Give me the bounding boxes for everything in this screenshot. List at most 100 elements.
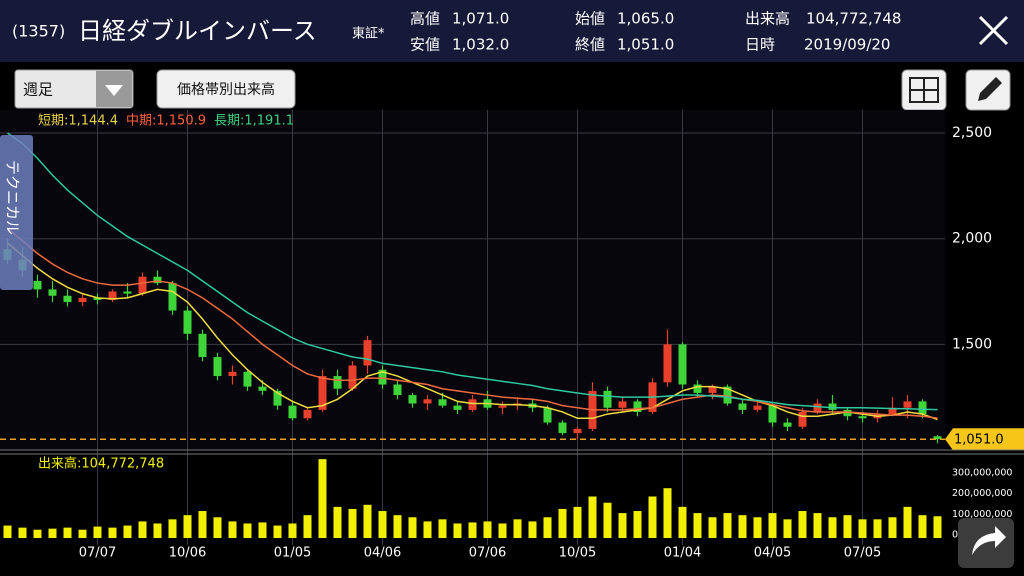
- candle-body: [693, 384, 702, 393]
- stat-label: 終値: [575, 36, 605, 54]
- market: 東証*: [352, 26, 385, 42]
- candle-body: [93, 297, 102, 300]
- candle-body: [228, 371, 237, 377]
- volume-bar: [813, 513, 822, 538]
- candle-body: [888, 407, 897, 415]
- candle-body: [453, 405, 462, 410]
- candle-body: [738, 403, 747, 410]
- x-tick-label: 01/04: [664, 546, 701, 561]
- stat-value: 1,051.0: [617, 36, 674, 54]
- x-tick-label: 07/07: [79, 546, 116, 561]
- x-tick-label: 07/06: [469, 546, 506, 561]
- stat-label: 出来高: [745, 10, 790, 28]
- candle-body: [858, 416, 867, 419]
- volume-bar: [528, 521, 537, 538]
- volume-bar: [498, 523, 507, 538]
- candle-body: [798, 411, 807, 427]
- layout-button[interactable]: [901, 69, 947, 111]
- legend-entry: 長期:1,191.1: [214, 114, 294, 129]
- stat-label: 日時: [745, 36, 775, 54]
- volume-bar: [348, 508, 357, 538]
- volume-bar: [393, 515, 402, 538]
- stock-code: (1357): [12, 22, 65, 41]
- volume-bar: [558, 508, 567, 538]
- period-label: 週足: [23, 81, 53, 99]
- volume-bar: [708, 517, 717, 538]
- volume-bar: [333, 506, 342, 538]
- volume-bar: [603, 502, 612, 538]
- volume-bar: [33, 529, 42, 538]
- volume-bar: [693, 513, 702, 538]
- candle-body: [48, 289, 57, 296]
- share-button[interactable]: [958, 518, 1014, 568]
- candle-body: [288, 405, 297, 419]
- candle-body: [273, 390, 282, 406]
- period-select[interactable]: 週足: [14, 69, 134, 109]
- volume-bar: [183, 515, 192, 538]
- volume-by-price-button[interactable]: 価格帯別出来高: [156, 69, 296, 109]
- moving-average-line: [7, 242, 938, 421]
- volume-bar: [843, 515, 852, 538]
- y-tick-label: 300,000,000: [952, 467, 1012, 478]
- candle-body: [213, 357, 222, 377]
- volume-bar: [723, 513, 732, 538]
- candle-body: [438, 399, 447, 406]
- y-tick-label: 2,000: [952, 231, 992, 247]
- volume-bar: [873, 519, 882, 538]
- volume-bar: [363, 504, 372, 538]
- x-tick-label: 10/06: [169, 546, 206, 561]
- candle-body: [843, 409, 852, 417]
- volume-bar: [303, 515, 312, 538]
- y-tick-label: 100,000,000: [952, 509, 1012, 520]
- candle-body: [723, 386, 732, 404]
- volume-bar: [78, 529, 87, 538]
- candle-body: [603, 390, 612, 408]
- volume-bar: [828, 517, 837, 538]
- candle-body: [63, 295, 72, 303]
- volume-bar: [738, 515, 747, 538]
- volume-bar: [63, 527, 72, 538]
- candle-body: [333, 376, 342, 389]
- stat-value: 1,065.0: [617, 10, 674, 28]
- candle-body: [138, 276, 147, 294]
- stat-label: 始値: [575, 10, 605, 28]
- volume-bar: [108, 527, 117, 538]
- y-tick-label: 1,500: [952, 336, 992, 352]
- volume-bar: [438, 519, 447, 538]
- draw-button[interactable]: [965, 69, 1011, 111]
- volume-bar: [798, 511, 807, 538]
- candle-body: [423, 399, 432, 404]
- button-label: 価格帯別出来高: [177, 81, 275, 98]
- volume-bar: [888, 517, 897, 538]
- volume-bar: [678, 506, 687, 538]
- candle-body: [153, 276, 162, 284]
- candle-body: [243, 371, 252, 387]
- candle-body: [903, 401, 912, 408]
- y-tick-label: 200,000,000: [952, 488, 1012, 499]
- volume-bar: [513, 519, 522, 538]
- volume-bar: [423, 521, 432, 538]
- volume-bar: [858, 519, 867, 538]
- volume-bar: [573, 506, 582, 538]
- volume-bar: [198, 511, 207, 538]
- candle-body: [543, 407, 552, 423]
- volume-bar: [483, 521, 492, 538]
- volume-bar: [663, 488, 672, 538]
- stat-label: 安値: [410, 36, 440, 54]
- y-tick-label: 0: [952, 530, 958, 541]
- moving-average-line: [7, 132, 938, 411]
- candle-body: [768, 405, 777, 423]
- technical-tab[interactable]: テクニカル: [0, 135, 33, 290]
- x-tick-label: 07/05: [844, 546, 881, 561]
- volume-bar: [168, 519, 177, 538]
- legend-entry: 短期:1,144.4: [38, 114, 118, 129]
- volume-bar: [48, 528, 57, 538]
- candle-body: [33, 280, 42, 290]
- candle-body: [408, 395, 417, 404]
- candle-body: [183, 310, 192, 334]
- close-button[interactable]: [978, 15, 1009, 46]
- candle-body: [318, 376, 327, 410]
- stat-value: 104,772,748: [806, 10, 901, 28]
- candle-body: [633, 401, 642, 412]
- volume-bar: [783, 519, 792, 538]
